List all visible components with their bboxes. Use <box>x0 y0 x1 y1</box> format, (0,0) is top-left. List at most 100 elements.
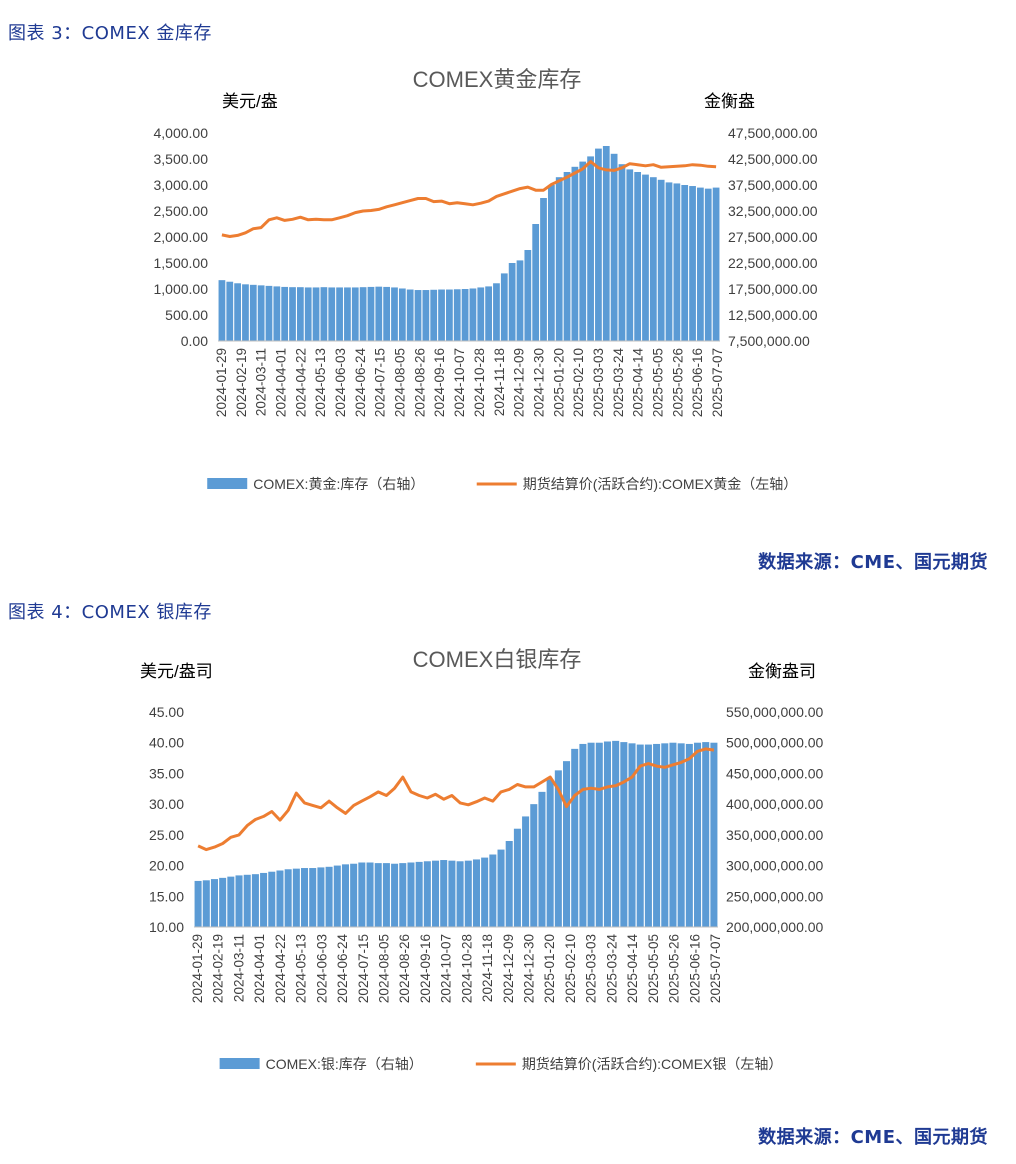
x-tick-label: 2025-05-26 <box>667 934 682 1003</box>
inventory-bar <box>333 865 341 927</box>
x-tick-label: 2024-07-15 <box>373 348 388 417</box>
x-tick-label: 2025-07-07 <box>708 934 723 1003</box>
x-tick-label: 2024-05-13 <box>294 934 309 1003</box>
inventory-bar <box>243 874 251 927</box>
inventory-bar <box>341 864 349 927</box>
inventory-bar <box>320 287 328 341</box>
x-tick-label: 2024-10-07 <box>452 348 467 417</box>
inventory-bar <box>477 287 485 341</box>
inventory-bar <box>694 742 702 927</box>
x-tick-label: 2024-11-18 <box>492 348 507 416</box>
right-tick-label: 550,000,000.00 <box>726 704 824 720</box>
x-tick-label: 2025-06-16 <box>690 348 705 417</box>
right-tick-label: 47,500,000.00 <box>728 125 818 141</box>
inventory-bar <box>628 743 636 927</box>
inventory-bar <box>456 861 464 927</box>
inventory-bar <box>219 877 227 927</box>
inventory-bar <box>309 868 317 927</box>
right-axis-unit: 金衡盎司 <box>748 662 816 681</box>
inventory-bar <box>634 172 642 341</box>
inventory-bar <box>227 876 235 927</box>
inventory-bar <box>328 287 336 341</box>
x-tick-label: 2024-03-11 <box>254 348 269 416</box>
right-tick-label: 32,500,000.00 <box>728 203 818 219</box>
inventory-bar <box>661 743 669 927</box>
x-tick-label: 2025-05-26 <box>670 348 685 417</box>
right-tick-label: 400,000,000.00 <box>726 796 824 812</box>
x-tick-label: 2024-07-15 <box>356 934 371 1003</box>
inventory-bar <box>301 868 309 927</box>
x-tick-label: 2025-03-24 <box>611 348 626 418</box>
legend-bar-swatch <box>207 478 248 489</box>
inventory-bar <box>669 742 677 927</box>
left-axis-unit: 美元/盎 <box>222 92 278 111</box>
inventory-bar <box>226 281 234 341</box>
inventory-bar <box>432 860 440 927</box>
right-tick-label: 42,500,000.00 <box>728 151 818 167</box>
x-tick-label: 2024-08-26 <box>412 348 427 417</box>
inventory-bar <box>587 156 594 341</box>
inventory-bar <box>677 743 685 927</box>
inventory-bar <box>358 862 366 927</box>
inventory-bar <box>563 172 571 341</box>
inventory-bar <box>325 866 333 927</box>
inventory-bar <box>540 198 547 341</box>
inventory-bar <box>689 186 696 341</box>
inventory-bar <box>350 863 358 927</box>
inventory-bar <box>497 849 505 927</box>
x-tick-label: 2024-03-11 <box>231 934 246 1002</box>
inventory-bar <box>446 289 453 341</box>
inventory-bar <box>546 779 554 927</box>
x-tick-label: 2025-01-20 <box>551 348 566 417</box>
x-tick-label: 2024-09-16 <box>432 348 447 417</box>
x-tick-label: 2024-08-05 <box>393 348 408 417</box>
inventory-bar <box>202 880 210 927</box>
inventory-bar <box>296 287 304 341</box>
right-axis-unit: 金衡盎 <box>704 92 755 111</box>
figure-3-source: 数据来源：CME、国元期货 <box>758 552 988 573</box>
x-tick-label: 2024-05-13 <box>313 348 328 417</box>
inventory-bar <box>383 286 391 341</box>
inventory-bar <box>366 862 374 927</box>
left-tick-label: 500.00 <box>165 307 208 323</box>
price-line <box>221 160 717 238</box>
x-tick-label: 2025-05-05 <box>650 348 665 417</box>
inventory-bar <box>563 761 571 927</box>
x-tick-label: 2025-04-14 <box>631 348 646 418</box>
right-tick-label: 27,500,000.00 <box>728 229 818 245</box>
right-tick-label: 350,000,000.00 <box>726 827 824 843</box>
inventory-bar <box>587 742 595 927</box>
inventory-bar <box>472 859 480 927</box>
left-tick-label: 3,000.00 <box>154 177 209 193</box>
inventory-bar <box>367 286 375 341</box>
left-tick-label: 2,500.00 <box>154 203 209 219</box>
inventory-bar <box>516 260 524 341</box>
x-tick-label: 2024-06-24 <box>353 348 368 418</box>
inventory-bar <box>644 744 652 927</box>
inventory-bar <box>292 868 300 927</box>
inventory-bar <box>336 287 343 341</box>
inventory-bar <box>464 860 472 927</box>
inventory-bar <box>702 742 710 927</box>
inventory-bar <box>524 250 532 341</box>
inventory-bar <box>555 177 563 341</box>
inventory-bar <box>304 287 312 341</box>
inventory-bar <box>626 169 634 341</box>
chart-title: COMEX黄金库存 <box>413 67 582 92</box>
inventory-bar <box>642 174 649 341</box>
inventory-bar <box>712 187 720 341</box>
x-tick-label: 2024-02-19 <box>234 348 249 417</box>
inventory-bar <box>422 290 430 341</box>
right-tick-label: 17,500,000.00 <box>728 281 818 297</box>
inventory-bar <box>595 148 602 341</box>
x-tick-label: 2025-03-03 <box>584 934 599 1003</box>
inventory-bar <box>500 273 508 341</box>
inventory-bar <box>375 286 383 341</box>
inventory-bar <box>251 874 259 927</box>
left-tick-label: 15.00 <box>149 888 184 904</box>
inventory-bar <box>415 861 423 927</box>
x-tick-label: 2024-12-30 <box>531 348 546 417</box>
x-tick-label: 2025-07-07 <box>710 348 725 417</box>
left-tick-label: 45.00 <box>149 704 184 720</box>
left-tick-label: 0.00 <box>181 333 208 349</box>
